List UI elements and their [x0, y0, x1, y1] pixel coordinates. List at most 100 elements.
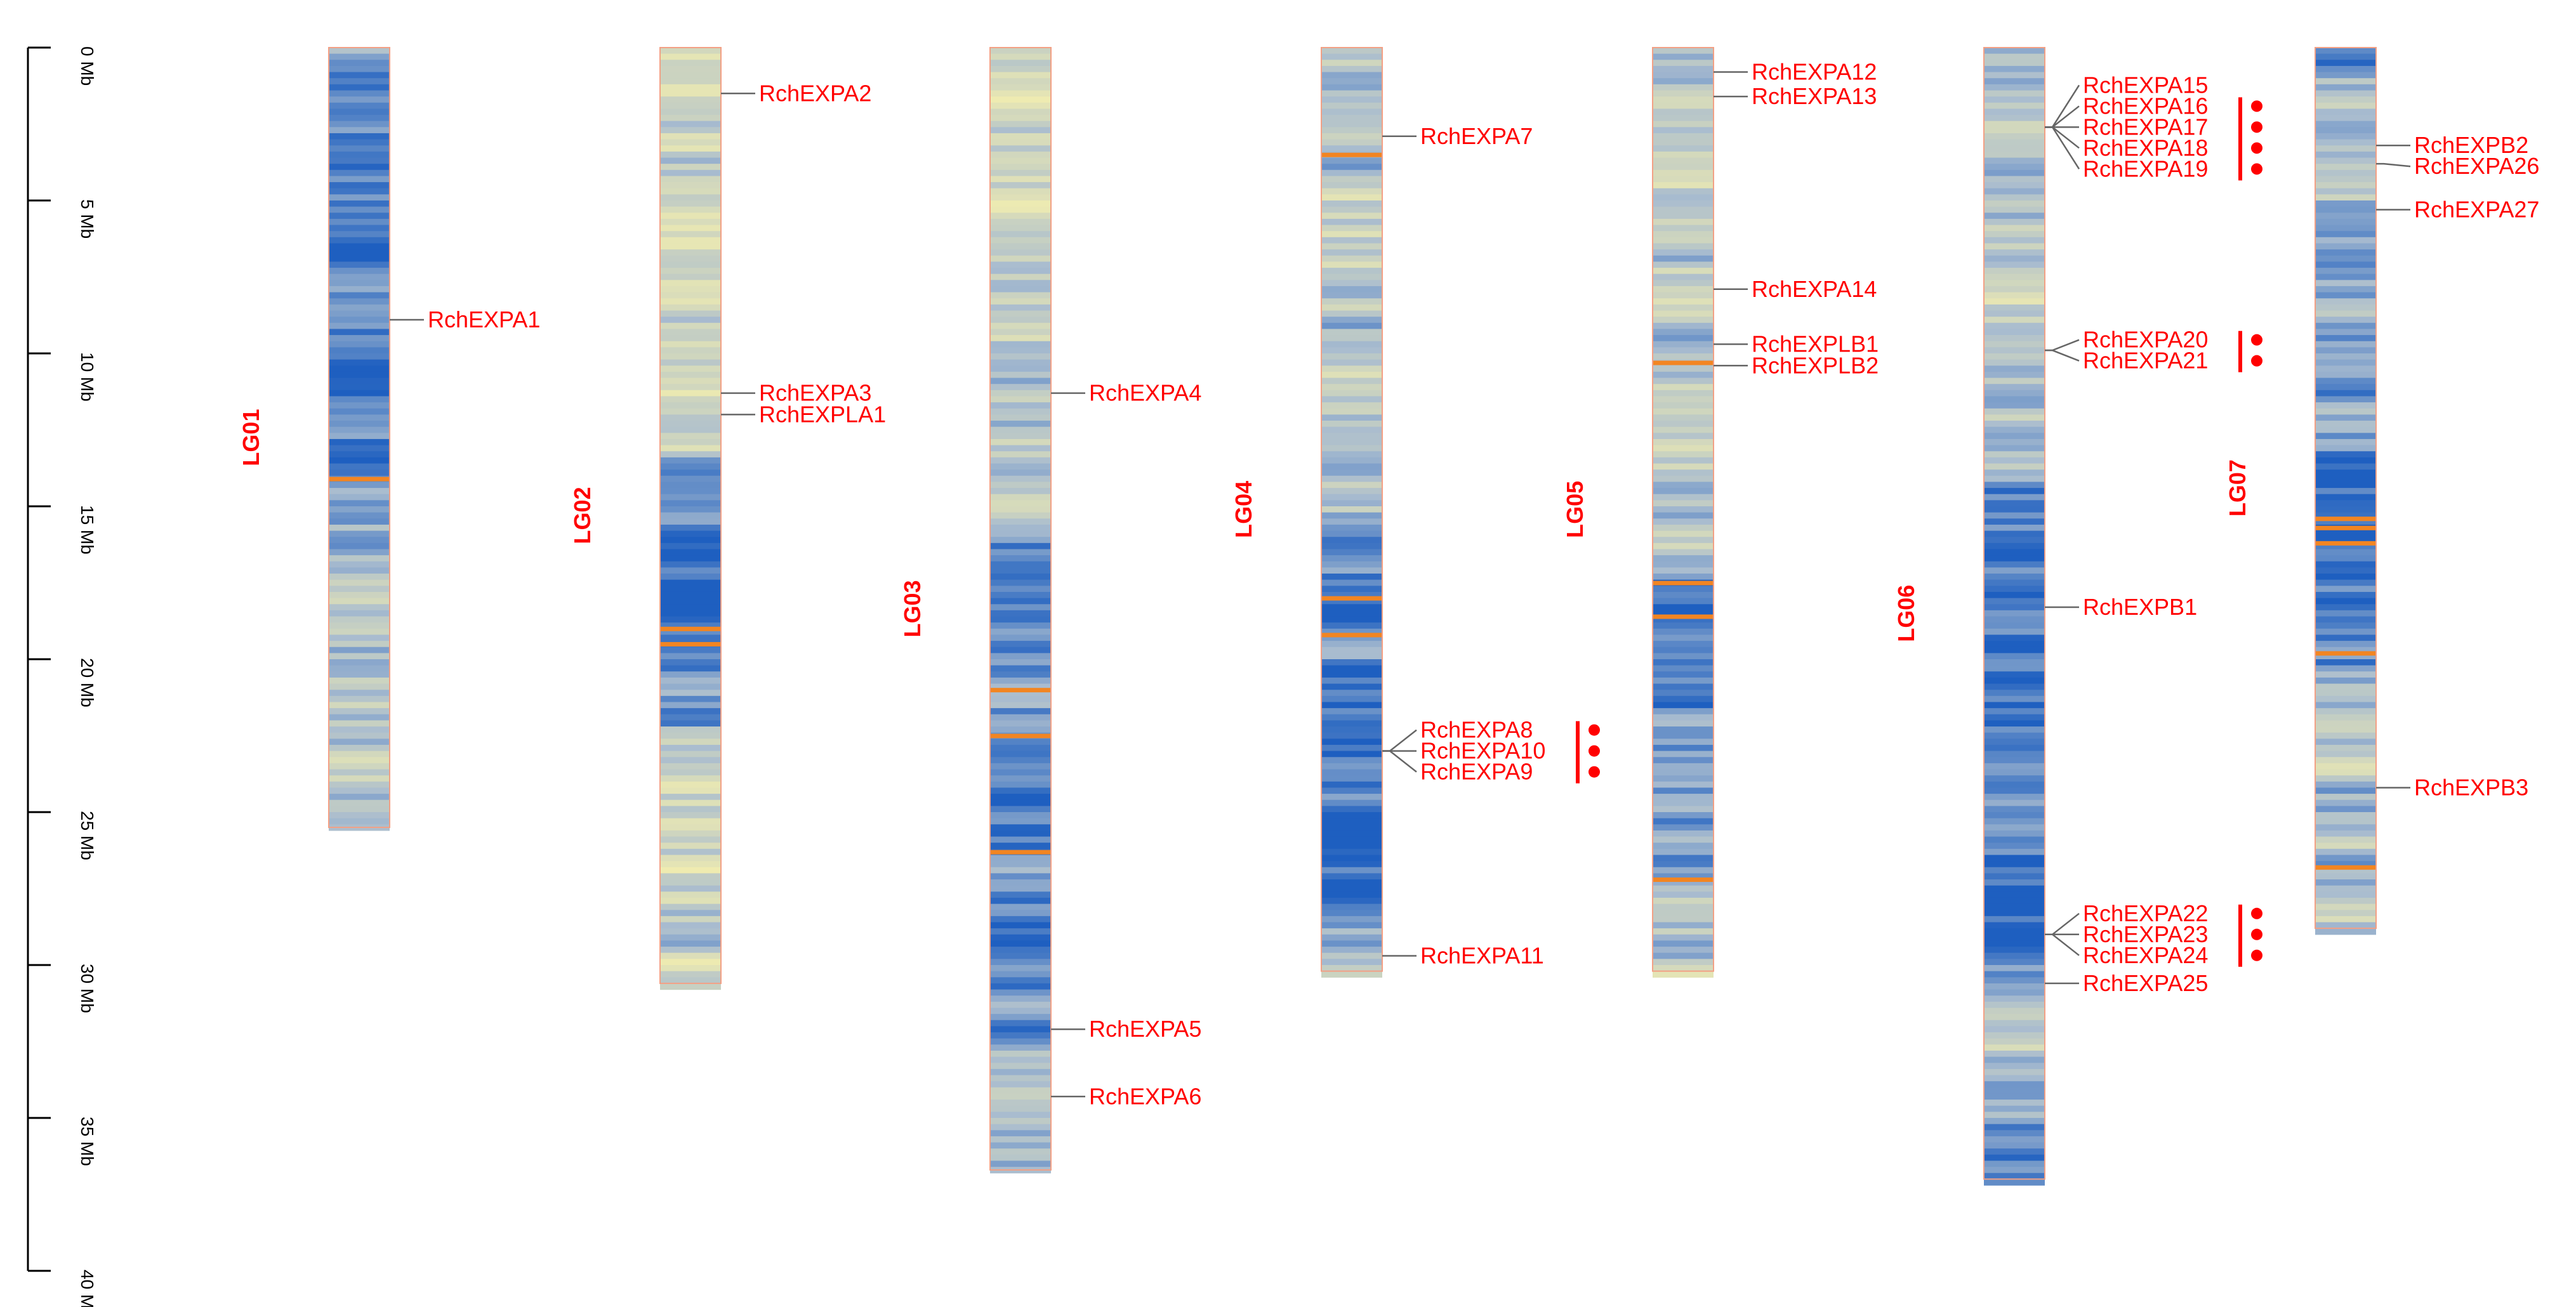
chromosome-label: LG03 [899, 580, 925, 637]
gene-label: RchEXPA23 [2083, 921, 2208, 947]
hotspot-band [1321, 152, 1382, 157]
hotspot-band [2315, 651, 2376, 656]
gene-label: RchEXPA25 [2083, 970, 2208, 996]
gene-label: RchEXPA15 [2083, 72, 2208, 98]
gene-leader-line [1382, 729, 1417, 752]
density-stripes [660, 48, 721, 990]
chromosome-outline [659, 47, 722, 984]
gene-label: RchEXPA11 [1420, 943, 1544, 969]
density-stripes [329, 48, 390, 831]
axis-tick-label: 25 Mb [77, 811, 97, 860]
gene-label: RchEXPA13 [1752, 83, 1877, 109]
chromosome-lg01: LG01 RchEXPA1 [238, 47, 540, 831]
density-stripes [2315, 48, 2376, 935]
gene-leader-line [2045, 349, 2080, 362]
axis-tick-label: 20 Mb [77, 658, 97, 707]
chromosome-label: LG02 [569, 487, 595, 544]
gene-label: RchEXPA1 [428, 306, 540, 332]
hotspot-band [660, 626, 721, 631]
scale-axis: 0 Mb 5 Mb 10 Mb 15 Mb 20 Mb 25 Mb 30 Mb 35 Mb 40… [27, 46, 97, 1307]
chromosome-lg06: LG06 RchEXPA15RchEXPA16RchEXPA17RchEXPA18… [1893, 47, 2262, 1186]
gene-leader-line [2045, 126, 2080, 169]
gene-label: RchEXPA10 [1420, 738, 1545, 764]
gene-label: RchEXPA5 [1089, 1016, 1201, 1042]
density-stripes [990, 48, 1051, 1174]
gene-leader-line [2376, 162, 2411, 167]
gene-leader-line [2045, 126, 2080, 149]
tandem-dot [2251, 928, 2262, 940]
hotspot-band [1653, 360, 1714, 365]
gene-label: RchEXPA22 [2083, 900, 2208, 926]
hotspot-band [329, 476, 390, 482]
gene-leader-line [2045, 912, 2080, 936]
hotspot-band [660, 641, 721, 647]
chromosome-lg04: LG04RchEXPA7RchEXPA8RchEXPA10RchEXPA9Rch… [1231, 47, 1600, 978]
axis-tick-label: 40 Mb [77, 1270, 97, 1307]
tandem-dot [1589, 745, 1600, 757]
gene-label: RchEXPA19 [2083, 155, 2208, 181]
chromosome-outline [2315, 47, 2377, 929]
axis-tick-label: 30 Mb [77, 964, 97, 1013]
gene-label: RchEXPLB1 [1752, 331, 1879, 357]
hotspot-band [1653, 877, 1714, 883]
gene-label: RchEXPA2 [759, 80, 871, 106]
hotspot-band [990, 733, 1051, 739]
chromosome-label: LG04 [1231, 481, 1257, 538]
gene-label: RchEXPA9 [1420, 759, 1533, 785]
axis-tick-label: 0 Mb [77, 46, 97, 86]
hotspot-band [2315, 525, 2376, 530]
gene-label: RchEXPA21 [2083, 348, 2208, 374]
gene-label: RchEXPLB2 [1752, 352, 1879, 378]
tandem-dot [2251, 334, 2262, 346]
tandem-dot [2251, 907, 2262, 919]
gene-label: RchEXPA7 [1420, 123, 1533, 149]
chromosome-label: LG07 [2224, 459, 2250, 516]
gene-label: RchEXPA3 [759, 380, 871, 406]
gene-leader-line [2045, 933, 2080, 956]
tandem-dot [2251, 121, 2262, 133]
gene-labels: RchEXPA1 [390, 306, 540, 332]
tandem-dot [2251, 355, 2262, 367]
axis-tick-label: 5 Mb [77, 199, 97, 239]
chromosome-outline [989, 47, 1052, 1171]
chromosome-label: LG01 [238, 409, 264, 466]
hotspot-band [1653, 581, 1714, 586]
gene-label: RchEXPA8 [1420, 717, 1533, 743]
chromosome-label: LG06 [1893, 585, 1919, 642]
gene-label: RchEXPB1 [2083, 594, 2197, 620]
hotspot-band [1321, 596, 1382, 601]
gene-label: RchEXPA16 [2083, 93, 2208, 119]
hotspot-band [990, 688, 1051, 693]
axis-tick-label: 10 Mb [77, 352, 97, 402]
density-stripes [1653, 48, 1714, 978]
hotspot-band [1321, 633, 1382, 638]
hotspot-band [2315, 516, 2376, 522]
density-stripes [1984, 48, 2045, 1186]
gene-leader-line [2045, 84, 2080, 128]
density-stripes [1321, 48, 1382, 978]
gene-leader-line [2045, 339, 2080, 351]
tandem-dot [2251, 949, 2262, 961]
gene-labels: RchEXPA4 RchEXPA5 RchEXPA6 [1051, 380, 1201, 1109]
chromosome-outline [1321, 47, 1383, 972]
gene-label: RchEXPA6 [1089, 1083, 1201, 1109]
gene-label: RchEXPA26 [2414, 153, 2539, 179]
chromosome-lg03: LG03 RchEXPA4 RchEXPA5 RchEXPA6 [899, 47, 1201, 1174]
gene-label: RchEXPA18 [2083, 135, 2208, 161]
tandem-dot [1589, 766, 1600, 778]
gene-label: RchEXPA24 [2083, 942, 2208, 968]
hotspot-band [2315, 541, 2376, 546]
gene-label: RchEXPB2 [2414, 132, 2528, 158]
tandem-dot [2251, 142, 2262, 154]
axis-tick-label: 15 Mb [77, 505, 97, 555]
chromosome-label: LG05 [1562, 481, 1588, 538]
gene-label: RchEXPA27 [2414, 196, 2539, 222]
